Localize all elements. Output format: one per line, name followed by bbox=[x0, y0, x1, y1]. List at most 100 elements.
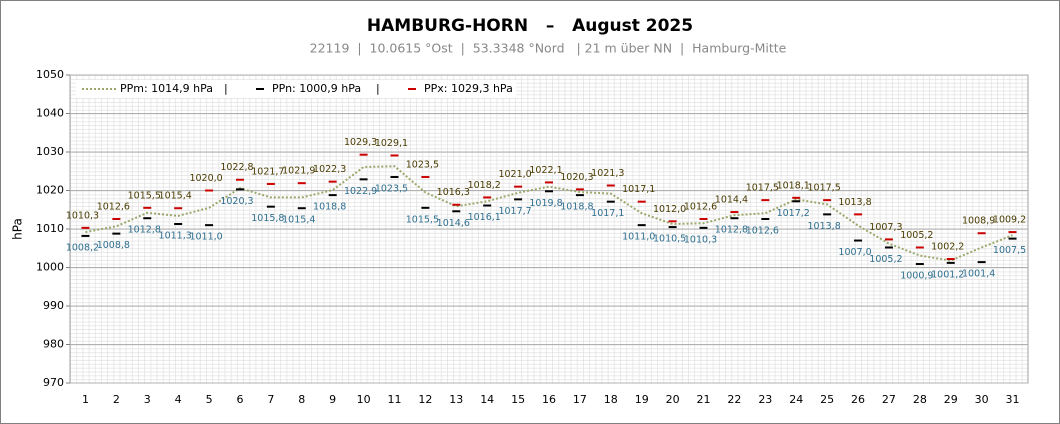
value-label: 1017,1 bbox=[591, 208, 624, 219]
value-label: 1015,4 bbox=[282, 215, 315, 226]
value-label: 1008,2 bbox=[66, 242, 99, 253]
x-tick-label: 3 bbox=[144, 393, 151, 406]
value-label: 1023,5 bbox=[406, 160, 439, 171]
value-label: 1011,0 bbox=[189, 232, 222, 243]
value-label: 1021,9 bbox=[282, 166, 315, 177]
x-tick-label: 7 bbox=[267, 393, 274, 406]
y-tick-label: 1010 bbox=[36, 222, 64, 235]
value-label: 1012,8 bbox=[715, 225, 748, 236]
legend: PPm: 1014,9 hPa | PPn: 1000,9 hPa | PPx: 102… bbox=[76, 80, 516, 98]
x-tick-label: 20 bbox=[666, 393, 680, 406]
value-label: 1007,0 bbox=[838, 247, 871, 258]
legend-label: PPx: 1029,3 hPa bbox=[424, 82, 513, 95]
x-tick-label: 28 bbox=[913, 393, 927, 406]
y-tick-label: 970 bbox=[43, 376, 64, 389]
value-label: 1010,3 bbox=[66, 210, 99, 221]
value-label: 1022,1 bbox=[529, 165, 562, 176]
value-label: 1017,1 bbox=[622, 184, 655, 195]
x-tick-label: 29 bbox=[944, 393, 958, 406]
value-label: 1015,5 bbox=[128, 190, 161, 201]
value-label: 1021,3 bbox=[591, 168, 624, 179]
value-label: 1020,3 bbox=[560, 172, 593, 183]
value-label: 1005,2 bbox=[900, 230, 933, 241]
legend-separator: | bbox=[224, 82, 228, 95]
x-tick-label: 9 bbox=[329, 393, 336, 406]
y-tick-label: 1020 bbox=[36, 184, 64, 197]
x-tick-label: 23 bbox=[758, 393, 772, 406]
x-tick-label: 4 bbox=[175, 393, 182, 406]
value-label: 1029,3 bbox=[344, 137, 377, 148]
x-tick-label: 10 bbox=[357, 393, 371, 406]
y-tick-label: 990 bbox=[43, 299, 64, 312]
x-tick-label: 6 bbox=[236, 393, 243, 406]
y-tick-label: 1000 bbox=[36, 261, 64, 274]
value-label: 1012,8 bbox=[128, 225, 161, 236]
value-label: 1022,9 bbox=[344, 186, 377, 197]
value-label: 1012,6 bbox=[97, 201, 130, 212]
value-label: 1020,0 bbox=[189, 173, 222, 184]
legend-label: PPn: 1000,9 hPa bbox=[272, 82, 361, 95]
value-label: 1007,5 bbox=[993, 245, 1026, 256]
value-label: 1002,2 bbox=[931, 242, 964, 253]
value-label: 1018,8 bbox=[560, 202, 593, 213]
value-label: 1008,8 bbox=[97, 240, 130, 251]
value-label: 1001,4 bbox=[962, 269, 995, 280]
value-label: 1017,2 bbox=[777, 208, 810, 219]
legend-box bbox=[76, 80, 516, 98]
x-tick-label: 8 bbox=[298, 393, 305, 406]
value-label: 1022,3 bbox=[313, 164, 346, 175]
value-label: 1015,5 bbox=[406, 214, 439, 225]
y-axis-label: hPa bbox=[11, 218, 25, 240]
value-label: 1005,2 bbox=[869, 254, 902, 265]
value-label: 1016,1 bbox=[468, 212, 501, 223]
value-label: 1019,8 bbox=[529, 198, 562, 209]
x-tick-label: 27 bbox=[882, 393, 896, 406]
x-tick-label: 26 bbox=[851, 393, 865, 406]
x-tick-label: 14 bbox=[480, 393, 494, 406]
x-tick-label: 15 bbox=[511, 393, 525, 406]
value-label: 1013,8 bbox=[808, 221, 841, 232]
chart-title: HAMBURG-HORN – August 2025 bbox=[367, 16, 693, 36]
value-label: 1012,6 bbox=[746, 225, 779, 236]
value-label: 1001,2 bbox=[931, 269, 964, 280]
value-label: 1021,7 bbox=[251, 166, 284, 177]
value-label: 1012,0 bbox=[653, 204, 686, 215]
x-tick-label: 30 bbox=[975, 393, 989, 406]
value-label: 1009,2 bbox=[993, 215, 1026, 226]
value-label: 1016,3 bbox=[437, 187, 470, 198]
legend-separator: | bbox=[376, 82, 380, 95]
value-label: 1017,7 bbox=[498, 206, 531, 217]
x-tick-label: 5 bbox=[206, 393, 213, 406]
x-tick-label: 19 bbox=[635, 393, 649, 406]
y-tick-label: 980 bbox=[43, 338, 64, 351]
x-tick-label: 1 bbox=[82, 393, 89, 406]
value-label: 1007,3 bbox=[869, 222, 902, 233]
x-tick-label: 25 bbox=[820, 393, 834, 406]
x-tick-label: 11 bbox=[387, 393, 401, 406]
x-tick-label: 22 bbox=[727, 393, 741, 406]
x-tick-label: 17 bbox=[573, 393, 587, 406]
x-tick-label: 2 bbox=[113, 393, 120, 406]
value-label: 1022,8 bbox=[220, 162, 253, 173]
value-label: 1011,0 bbox=[622, 232, 655, 243]
value-label: 1018,8 bbox=[313, 202, 346, 213]
value-label: 1023,5 bbox=[375, 184, 408, 195]
value-label: 1018,1 bbox=[777, 180, 810, 191]
value-label: 1018,2 bbox=[468, 180, 501, 191]
mean-line bbox=[85, 165, 1013, 262]
legend-label: PPm: 1014,9 hPa bbox=[120, 82, 213, 95]
x-tick-label: 31 bbox=[1006, 393, 1020, 406]
value-label: 1020,3 bbox=[220, 196, 253, 207]
value-label: 1017,5 bbox=[808, 183, 841, 194]
x-tick-label: 24 bbox=[789, 393, 803, 406]
value-label: 1015,4 bbox=[159, 191, 192, 202]
x-tick-label: 16 bbox=[542, 393, 556, 406]
value-label: 1013,8 bbox=[838, 197, 871, 208]
chart-subtitle: 22119 | 10.0615 °Ost | 53.3348 °Nord | 2… bbox=[310, 41, 787, 56]
value-label: 1011,3 bbox=[159, 230, 192, 241]
value-label: 1010,3 bbox=[684, 234, 717, 245]
value-label: 1015,8 bbox=[251, 213, 284, 224]
value-label: 1008,9 bbox=[962, 216, 995, 227]
y-tick-label: 1040 bbox=[36, 107, 64, 120]
